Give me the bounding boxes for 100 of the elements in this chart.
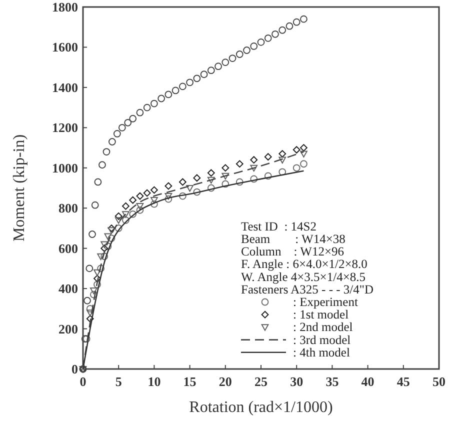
legend-label: : 4th model	[293, 345, 350, 360]
point	[94, 178, 102, 186]
point	[129, 210, 137, 218]
point	[164, 192, 172, 200]
point	[222, 164, 230, 172]
x-tick-label: 35	[326, 374, 340, 389]
point	[108, 234, 116, 242]
point	[264, 172, 272, 180]
x-axis-title: Rotation (rad×1/1000)	[189, 399, 333, 416]
point	[193, 188, 201, 196]
y-tick-label: 0	[72, 362, 78, 376]
point	[300, 150, 308, 158]
point	[264, 34, 272, 42]
point	[124, 118, 132, 126]
point	[164, 195, 172, 203]
point	[193, 74, 201, 82]
x-tick-label: 15	[183, 374, 197, 389]
point	[90, 290, 98, 298]
point	[272, 30, 279, 38]
point	[104, 242, 112, 250]
point	[222, 180, 230, 188]
annotation: Column : W12×96	[241, 244, 344, 259]
point	[100, 244, 108, 252]
point	[178, 192, 186, 200]
point	[114, 217, 122, 224]
point	[236, 178, 244, 186]
point	[118, 124, 126, 132]
y-tick-label: 200	[58, 321, 78, 336]
point	[88, 230, 96, 238]
point	[122, 216, 130, 224]
point	[86, 310, 94, 316]
point	[222, 58, 230, 66]
point	[228, 54, 236, 62]
point	[300, 15, 308, 23]
y-tick-label: 400	[58, 281, 78, 296]
point	[136, 203, 144, 210]
point	[164, 182, 172, 190]
point	[113, 130, 121, 138]
point	[236, 160, 244, 168]
legend-label: : 2nd model	[293, 320, 354, 334]
point	[122, 202, 130, 210]
point	[97, 264, 104, 272]
point	[104, 233, 112, 240]
y-tick-label: 1800	[52, 0, 78, 14]
x-tick-label: 20	[218, 374, 232, 389]
point	[186, 184, 194, 192]
point	[97, 253, 104, 260]
legend-label: : Experiment	[293, 295, 358, 309]
point	[236, 50, 244, 58]
y-tick-label: 800	[58, 200, 78, 216]
point	[178, 178, 186, 186]
point	[86, 304, 94, 312]
legend-label: : 3rd model	[293, 332, 352, 347]
point	[292, 164, 300, 172]
annotation: Beam : W14×38	[241, 232, 346, 246]
point	[114, 224, 122, 232]
point	[278, 156, 286, 164]
point	[94, 280, 101, 288]
point	[108, 138, 116, 146]
point	[278, 168, 286, 176]
point	[86, 264, 94, 272]
point	[250, 156, 258, 164]
x-tick-label: 5	[115, 374, 122, 389]
x-tick-label: 10	[148, 374, 161, 389]
y-tick-label: 1400	[52, 80, 78, 95]
point	[100, 252, 108, 260]
point	[286, 22, 294, 30]
x-tick-label: 45	[396, 374, 410, 389]
point	[86, 315, 94, 322]
y-tick-label: 1000	[52, 160, 78, 176]
point	[84, 296, 91, 304]
point	[207, 184, 215, 192]
point	[207, 169, 215, 177]
point	[292, 18, 300, 26]
point	[158, 94, 166, 102]
point	[136, 206, 144, 214]
annotation: W. Angle 4×3.5×1/4×8.5	[241, 270, 366, 284]
point	[186, 78, 194, 86]
point	[108, 224, 116, 232]
point	[150, 100, 158, 108]
point	[257, 38, 265, 46]
point	[114, 212, 122, 220]
point	[300, 160, 308, 168]
point	[129, 114, 137, 122]
point	[172, 86, 180, 94]
point	[136, 108, 144, 116]
point	[278, 26, 286, 34]
point	[143, 104, 151, 112]
point	[100, 241, 108, 248]
point	[292, 146, 300, 154]
point	[150, 197, 158, 204]
point	[214, 62, 222, 70]
point	[264, 153, 272, 161]
legend-label: : 1st model	[293, 308, 350, 322]
point	[90, 288, 98, 294]
point	[143, 189, 151, 197]
point	[243, 46, 250, 54]
point	[150, 200, 158, 208]
x-tick-label: 25	[254, 374, 268, 389]
annotation: F. Angle : 6×4.0×1/2×8.0	[241, 257, 368, 272]
